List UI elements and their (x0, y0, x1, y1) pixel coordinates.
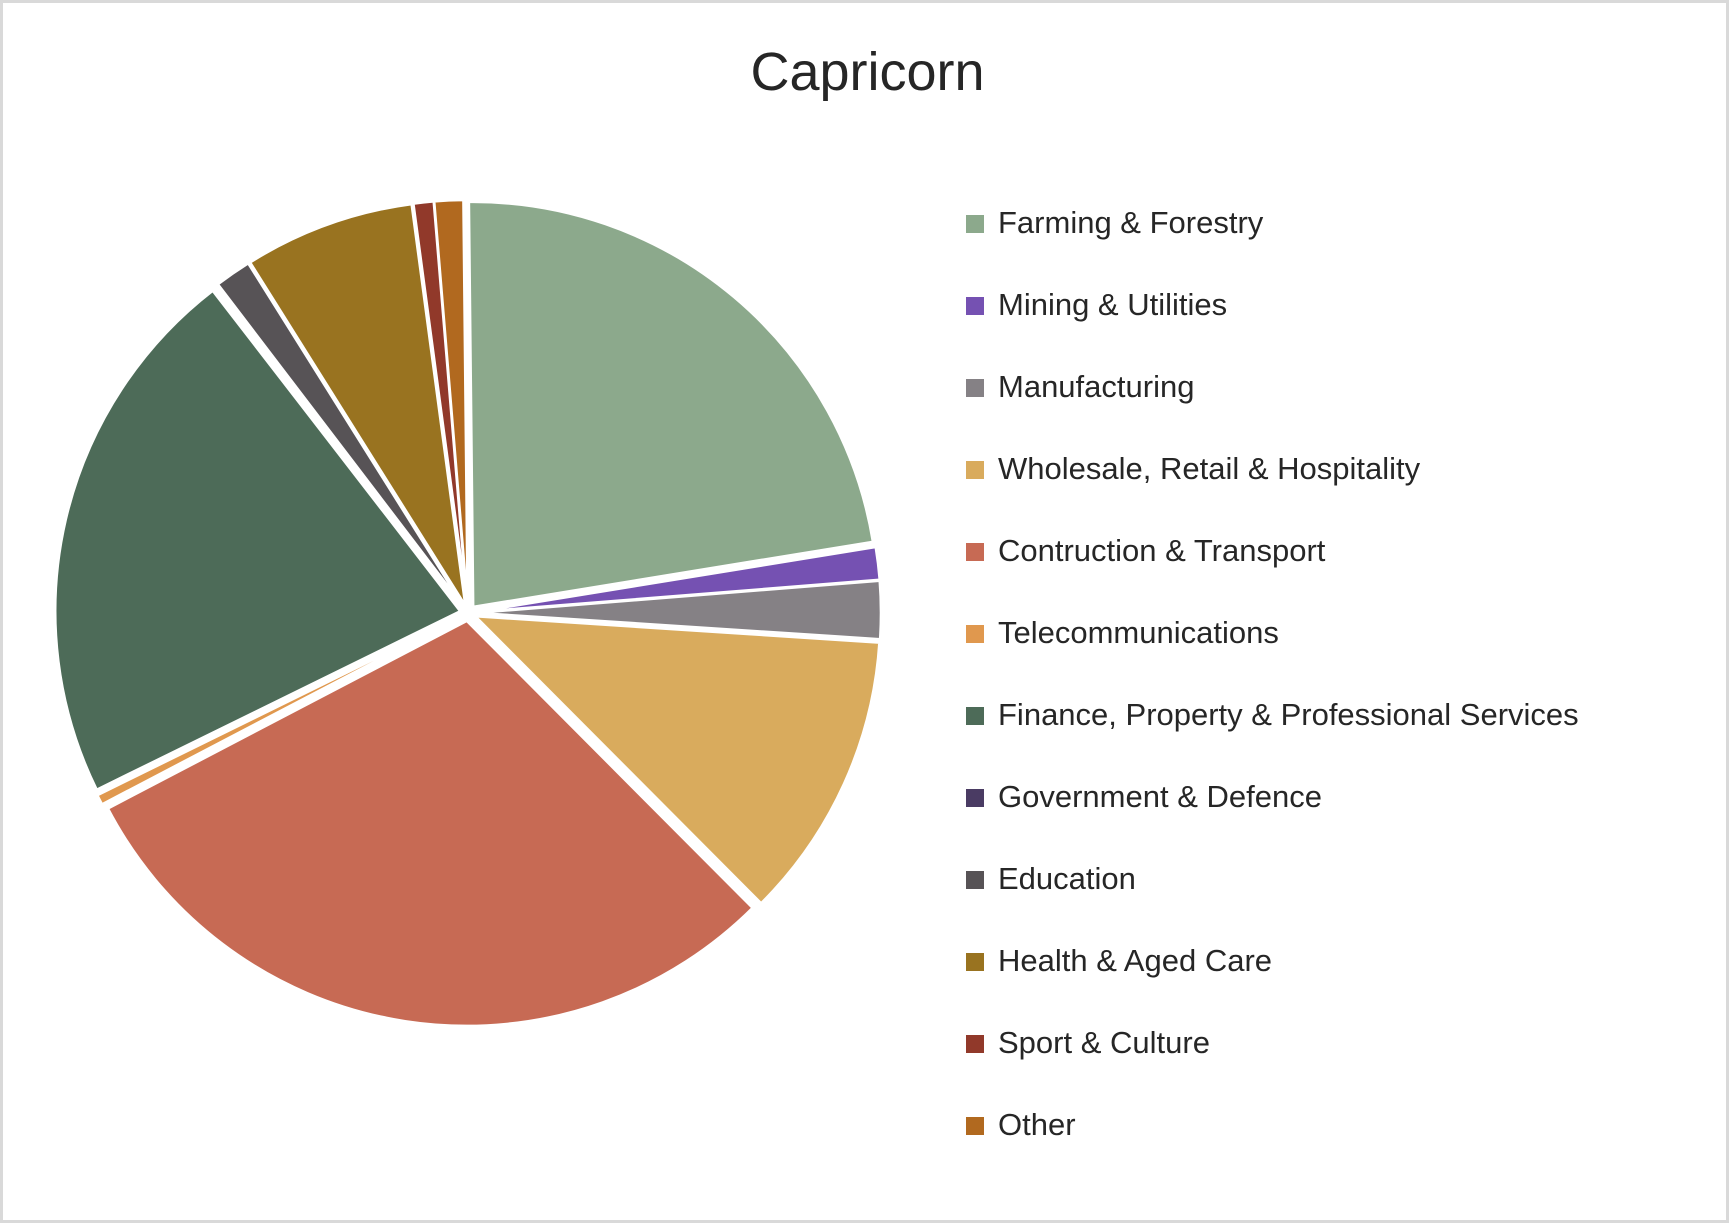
legend-swatch-wholesale-retail-hospitality (966, 461, 984, 479)
pie-slice-telecommunications[interactable] (96, 615, 463, 806)
legend-swatch-finance-property-professional-services (966, 707, 984, 725)
legend-swatch-manufacturing (966, 379, 984, 397)
legend-swatch-mining-utilities (966, 297, 984, 315)
legend-label: Finance, Property & Professional Service… (998, 696, 1579, 732)
pie-slice-finance-property-professional-services[interactable] (54, 289, 462, 791)
legend-label: Health & Aged Care (998, 942, 1273, 978)
legend-label: Other (998, 1106, 1076, 1142)
legend-item-manufacturing[interactable]: Manufacturing (966, 368, 1194, 408)
legend-item-finance-property-professional-services[interactable]: Finance, Property & Professional Service… (966, 696, 1579, 736)
legend-item-other[interactable]: Other (966, 1106, 1076, 1146)
legend-label: Contruction & Transport (998, 532, 1326, 568)
legend-item-education[interactable]: Education (966, 860, 1136, 900)
legend-swatch-contruction-transport (966, 543, 984, 561)
pie-slice-wholesale-retail-hospitality[interactable] (474, 615, 881, 905)
legend-label: Sport & Culture (998, 1024, 1210, 1060)
legend-swatch-education (966, 871, 984, 889)
legend-item-wholesale-retail-hospitality[interactable]: Wholesale, Retail & Hospitality (966, 450, 1420, 490)
legend-label: Mining & Utilities (998, 286, 1228, 322)
legend-item-mining-utilities[interactable]: Mining & Utilities (966, 286, 1227, 326)
pie-slice-other[interactable] (432, 198, 469, 607)
legend-item-contruction-transport[interactable]: Contruction & Transport (966, 532, 1325, 572)
legend-label: Wholesale, Retail & Hospitality (998, 450, 1421, 486)
legend-item-health-aged-care[interactable]: Health & Aged Care (966, 942, 1272, 982)
legend-swatch-government-defence (966, 789, 984, 807)
legend-label: Government & Defence (998, 778, 1322, 814)
pie-slice-education[interactable] (216, 262, 465, 608)
legend-label: Manufacturing (998, 368, 1195, 404)
legend-swatch-telecommunications (966, 625, 984, 643)
pie-chart (54, 198, 883, 1028)
legend-item-telecommunications[interactable]: Telecommunications (966, 614, 1279, 654)
legend-item-government-defence[interactable]: Government & Defence (966, 778, 1322, 818)
legend-label: Education (998, 860, 1136, 896)
legend-swatch-other (966, 1117, 984, 1135)
legend: Farming & Forestry Mining & Utilities Manu… (3, 3, 1726, 1220)
chart-title: Capricorn (750, 42, 985, 102)
legend-item-sport-culture[interactable]: Sport & Culture (966, 1024, 1210, 1064)
legend-item-farming-forestry[interactable]: Farming & Forestry (966, 204, 1263, 244)
pie-slice-health-aged-care[interactable] (248, 202, 467, 607)
legend-swatch-sport-culture (966, 1035, 984, 1053)
legend-swatch-farming-forestry (966, 215, 984, 233)
pie-slice-contruction-transport[interactable] (106, 619, 754, 1028)
pie-slice-manufacturing[interactable] (474, 579, 883, 641)
legend-swatch-health-aged-care (966, 953, 984, 971)
legend-label: Farming & Forestry (998, 204, 1264, 240)
legend-label: Telecommunications (998, 614, 1279, 650)
pie-slice-farming-forestry[interactable] (467, 200, 875, 609)
